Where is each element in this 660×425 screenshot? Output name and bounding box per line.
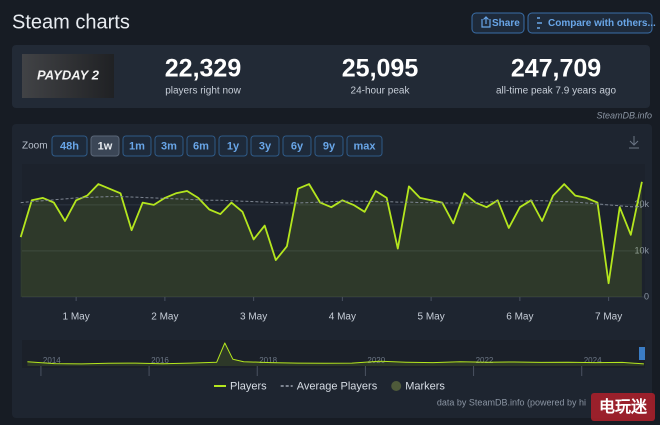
legend-swatch	[391, 381, 402, 391]
main-chart: 0 10k 20k 1 May 2 May 3 May 4 May 5 May 6 May 7 M…	[19, 181, 649, 323]
zoom-button[interactable]	[186, 135, 216, 157]
zoom-button[interactable]	[314, 135, 344, 157]
stat-value: 25,095	[342, 55, 419, 83]
x-tick-label: 2022	[476, 356, 494, 365]
compare-label[interactable]: Compare with others...	[548, 18, 656, 29]
navigator-handle[interactable]	[639, 347, 645, 360]
zoom-button[interactable]	[218, 135, 248, 157]
x-tick-label: 7 May	[595, 312, 622, 323]
x-tick-label: 6 May	[506, 312, 533, 323]
watermark-box	[591, 393, 655, 421]
legend: Players Average Players Markers	[214, 380, 445, 392]
zoom-option[interactable]: 48h	[60, 140, 79, 152]
footer: data by SteamDB.info (powered by hi	[437, 397, 586, 407]
x-tick-label: 2016	[151, 356, 169, 365]
stats: 22,329 players right now 25,095 24-hour pea…	[165, 55, 617, 97]
stat-value: 22,329	[165, 55, 241, 83]
x-tick-label: 3 May	[240, 312, 267, 323]
x-tick-label: 2024	[584, 356, 602, 365]
watermark: 电玩迷	[599, 397, 648, 416]
zoom-option[interactable]: max	[353, 140, 376, 152]
share-label[interactable]: Share	[492, 18, 520, 29]
zoom-button[interactable]	[51, 135, 88, 157]
x-tick-label: 1 May	[63, 312, 90, 323]
download-icon[interactable]	[629, 136, 639, 149]
zoom-button[interactable]	[250, 135, 280, 157]
zoom-label: Zoom	[22, 141, 48, 152]
source-label: SteamDB.info	[596, 110, 652, 120]
stat-label: players right now	[165, 86, 241, 97]
zoom-option[interactable]: 6m	[193, 140, 209, 152]
zoom-option[interactable]: 3m	[161, 140, 177, 152]
zoom-option[interactable]: 1y	[227, 140, 240, 152]
x-tick-label: 2014	[43, 356, 61, 365]
zoom-option[interactable]: 6y	[291, 140, 304, 152]
plot-area	[22, 164, 645, 298]
area-fill	[27, 343, 644, 366]
zoom-option[interactable]: 1m	[129, 140, 145, 152]
zoom-button[interactable]	[122, 135, 152, 157]
stat-label: 24-hour peak	[351, 86, 411, 97]
zoom-buttons: 48h 1w 1m 3m 6m 1y 3y 6y 9y max	[51, 135, 383, 157]
zoom-button[interactable]	[154, 135, 184, 157]
game-logo: PAYDAY 2	[37, 67, 100, 82]
compare-button[interactable]	[527, 12, 653, 34]
y-tick-label: 20k	[634, 199, 649, 209]
x-tick-label: 5 May	[418, 312, 445, 323]
x-tick-label: 2 May	[151, 312, 178, 323]
y-tick-label: 0	[644, 291, 649, 301]
legend-label[interactable]: Players	[230, 380, 267, 392]
page-title: Steam charts	[12, 11, 130, 33]
stat-label: all-time peak 7.9 years ago	[496, 86, 617, 97]
x-tick-label: 4 May	[329, 312, 356, 323]
y-tick-label: 10k	[634, 245, 649, 255]
zoom-option[interactable]: 9y	[323, 140, 336, 152]
zoom-button[interactable]	[282, 135, 312, 157]
series-line	[27, 342, 644, 365]
zoom-button[interactable]	[90, 135, 120, 157]
legend-label[interactable]: Markers	[405, 380, 445, 392]
stat-value: 247,709	[511, 55, 601, 83]
stats-card	[12, 45, 650, 108]
area-fill	[20, 181, 642, 297]
game-image-shade	[22, 54, 114, 98]
zoom-button[interactable]	[346, 135, 383, 157]
zoom-option[interactable]: 3y	[259, 140, 272, 152]
x-tick-label: 2020	[367, 356, 385, 365]
average-line	[20, 196, 642, 208]
share-icon	[481, 16, 491, 28]
zoom-option[interactable]: 1w	[98, 140, 113, 152]
x-tick-label: 2018	[259, 356, 277, 365]
compare-icon	[537, 17, 542, 29]
series-line	[19, 181, 643, 285]
navigator-chart: 2014 2016 2018 2020 2022 2024	[27, 342, 644, 376]
legend-label[interactable]: Average Players	[297, 380, 378, 392]
